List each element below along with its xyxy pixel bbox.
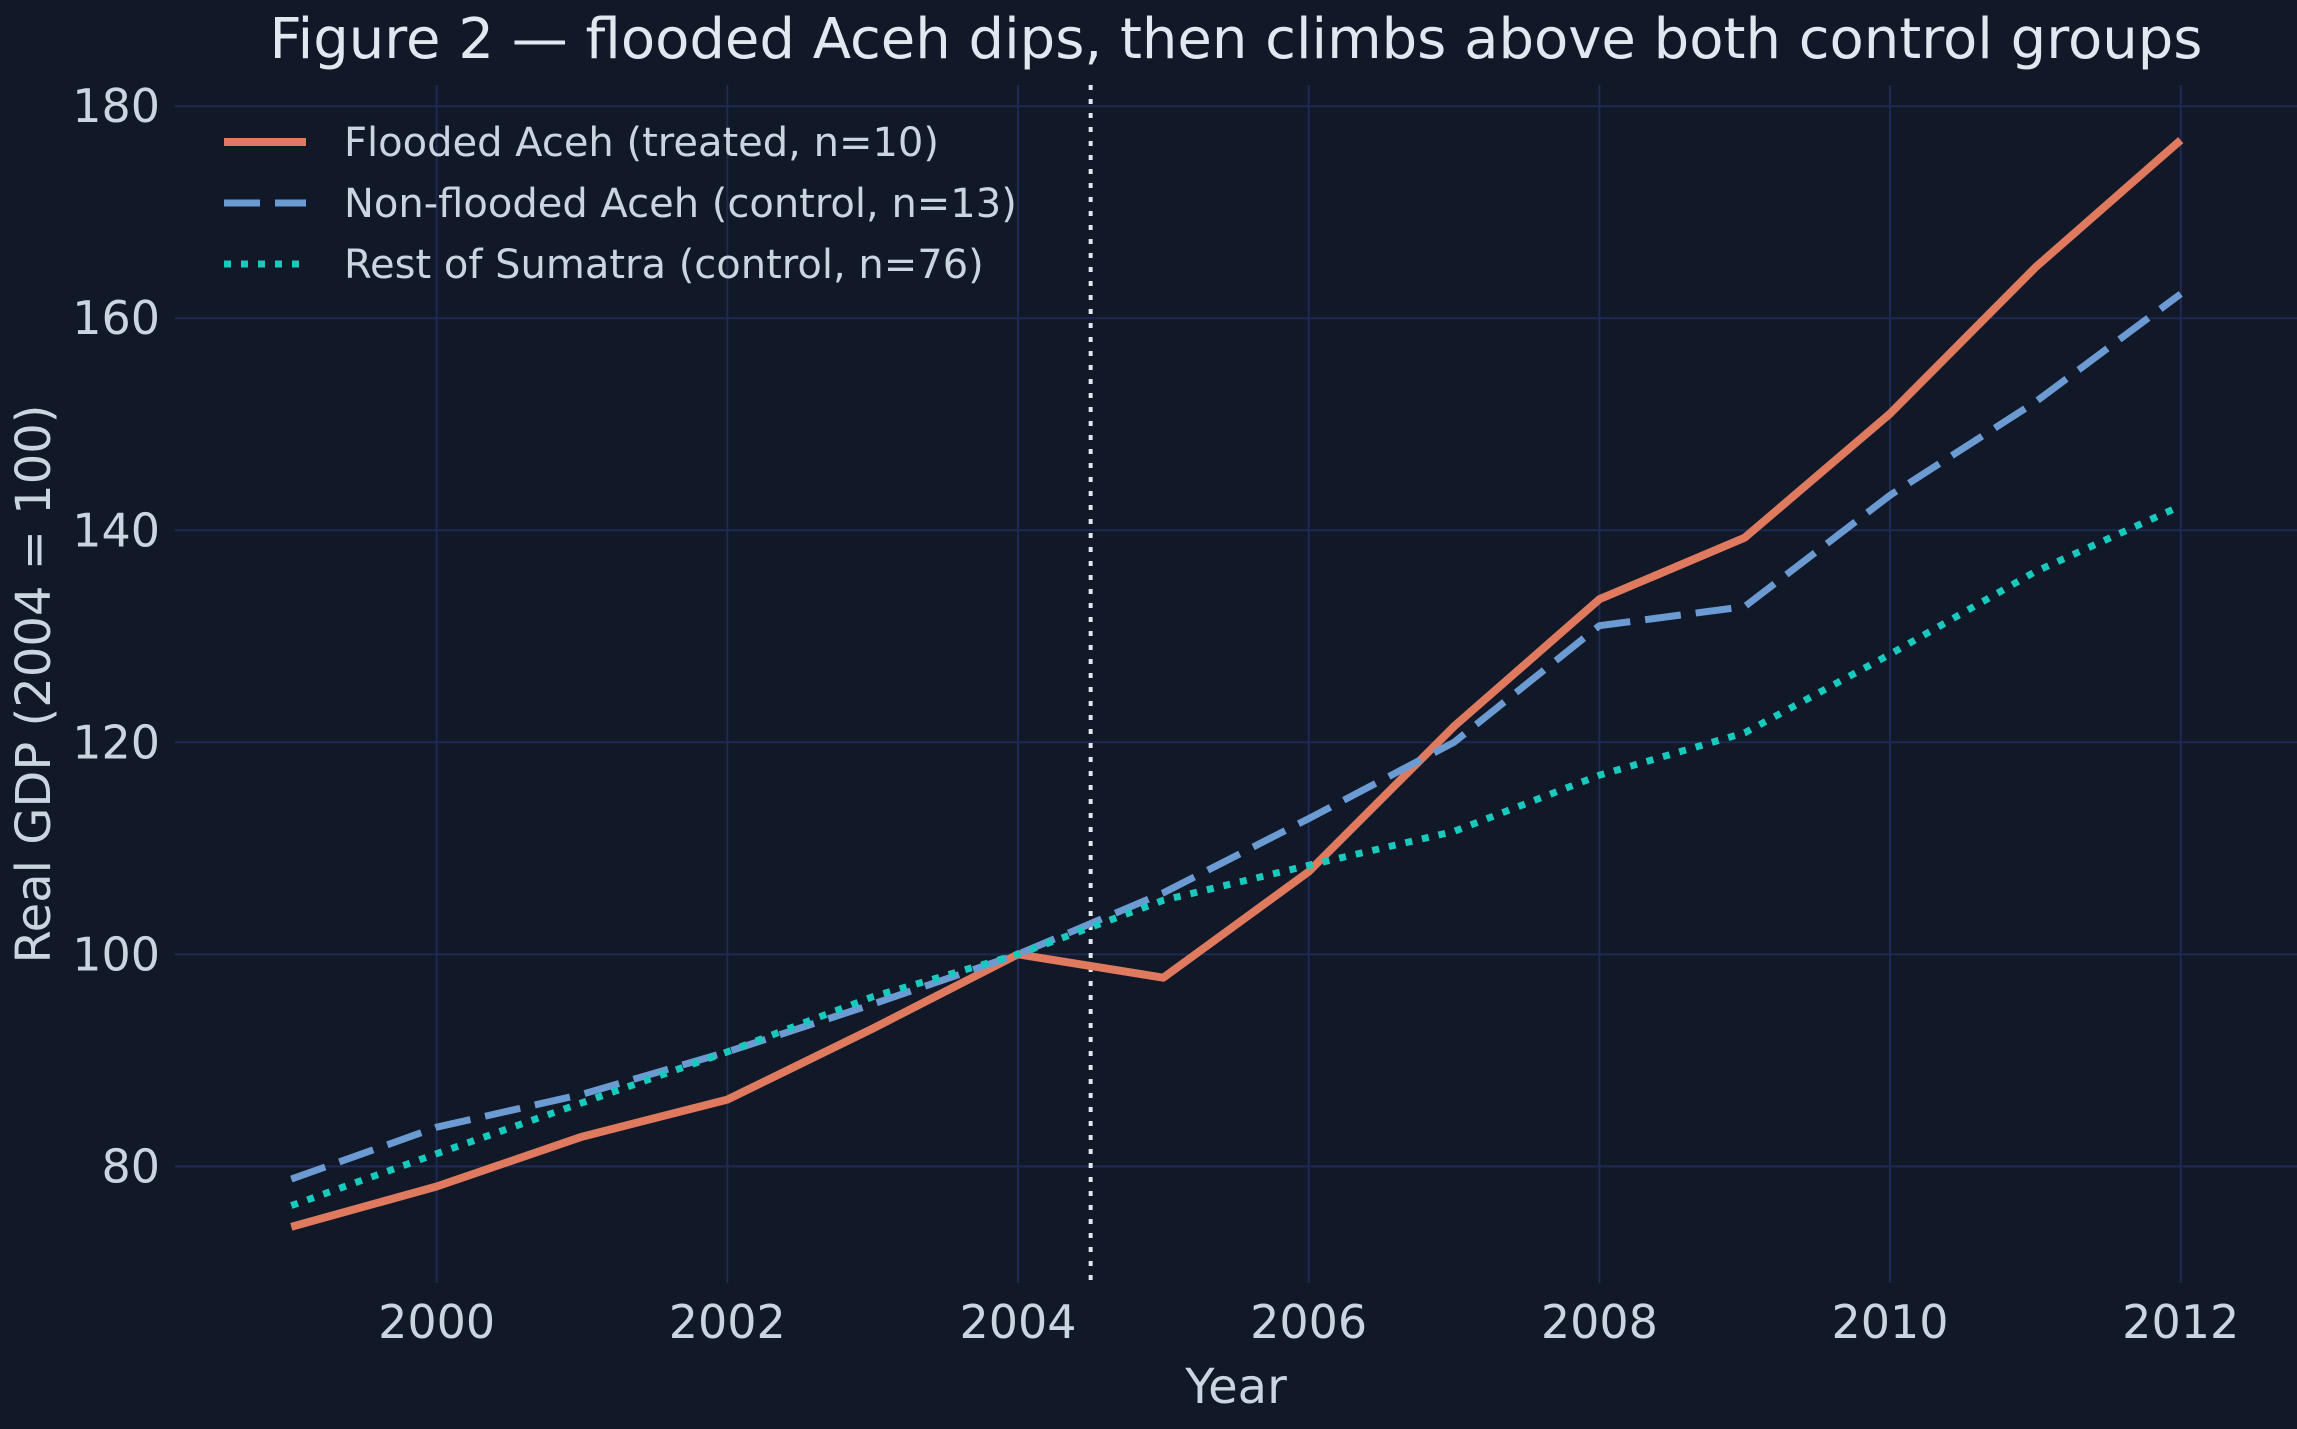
- legend: Flooded Aceh (treated, n=10) Non-flooded …: [224, 120, 1017, 288]
- y-tick-label: 80: [101, 1139, 160, 1193]
- series-layer: [290, 137, 2184, 1231]
- legend-label-1: Flooded Aceh (treated, n=10): [344, 120, 939, 166]
- series-line-1: [290, 137, 2184, 1231]
- tick-labels: 2000 2002 2004 2006 2008 2010 2012 80 100 120 140 1…: [72, 79, 2239, 1349]
- legend-label-2: Non-flooded Aceh (control, n=13): [344, 181, 1017, 227]
- y-tick-label: 180: [72, 79, 160, 133]
- y-tick-label: 120: [72, 715, 160, 769]
- y-tick-label: 140: [72, 503, 160, 557]
- series-line-2: [290, 291, 2183, 1183]
- y-tick-label: 100: [72, 927, 160, 981]
- series-line-3: [290, 502, 2183, 1209]
- legend-label-3: Rest of Sumatra (control, n=76): [344, 242, 984, 288]
- x-axis-label: Year: [1184, 1359, 1287, 1415]
- y-tick-label: 160: [72, 291, 160, 345]
- x-tick-label: 2004: [959, 1295, 1076, 1349]
- x-tick-label: 2002: [669, 1295, 786, 1349]
- x-tick-label: 2008: [1541, 1295, 1658, 1349]
- x-tick-label: 2006: [1250, 1295, 1367, 1349]
- x-tick-label: 2012: [2122, 1295, 2239, 1349]
- grid-lines: [175, 85, 2297, 1283]
- y-axis-label: Real GDP (2004 = 100): [6, 404, 62, 963]
- chart-title: Figure 2 — flooded Aceh dips, then climb…: [270, 7, 2203, 72]
- x-tick-label: 2000: [378, 1295, 495, 1349]
- x-tick-label: 2010: [1832, 1295, 1949, 1349]
